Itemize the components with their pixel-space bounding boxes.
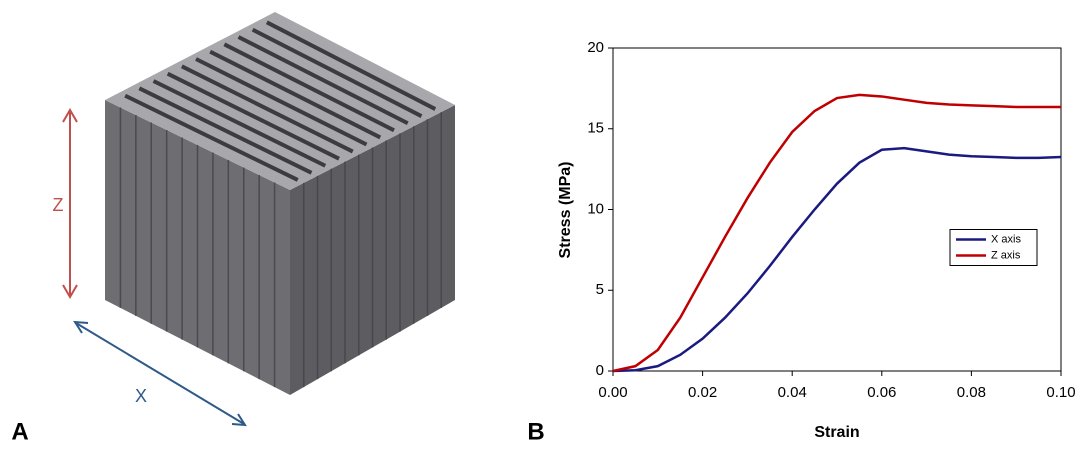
plot-frame [613,48,1061,371]
x-label: X [135,386,147,406]
y-tick-label: 15 [587,120,604,137]
y-tick-label: 10 [587,200,604,217]
y-tick-label: 5 [596,281,604,298]
x-tick-label: 0.02 [688,384,717,401]
y-tick-label: 0 [596,362,604,379]
x-tick-label: 0.10 [1046,384,1075,401]
x-tick-label: 0.06 [867,384,896,401]
y-tick-label: 20 [587,39,604,56]
x-axis-title: Strain [814,424,859,441]
panel-label: A [11,418,28,445]
cube-illustration [105,12,455,395]
legend-label: X axis [991,233,1021,245]
x-arrow-head [75,322,88,333]
panel-label: B [527,418,544,445]
x-tick-label: 0.04 [778,384,807,401]
y-axis-title: Stress (MPa) [557,162,574,259]
x-arrow-head [232,414,245,425]
figure: Z X A B Strain Stress (MPa) 0 5 10 15 20 0.00… [0,0,1082,447]
x-tick-label: 0.00 [598,384,627,401]
x-tick-label: 0.08 [957,384,986,401]
legend-label: Z axis [991,249,1021,261]
z-label: Z [53,195,64,215]
